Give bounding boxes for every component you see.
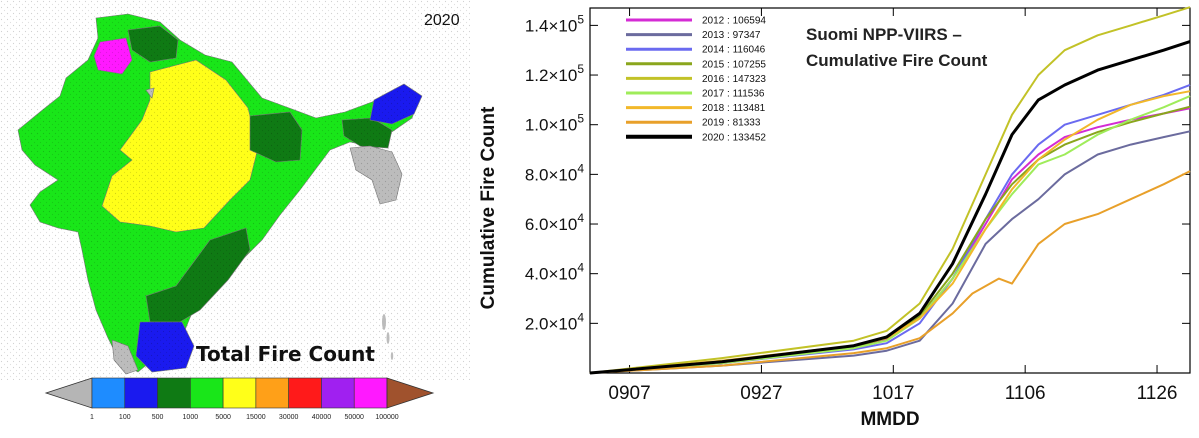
map-colorbar: 1 100 500 1000 5000 15000 30000 40000 50000 10000… <box>44 377 435 421</box>
cumulative-fire-chart: 2.0×104 4.0×104 6.0×104 8.0×104 1.0×105 1.2×1… <box>478 6 1191 430</box>
colorbar-segment <box>124 377 158 409</box>
y-axis: 2.0×104 4.0×104 6.0×104 8.0×104 1.0×105 1.2×1… <box>525 12 1190 333</box>
y-tick-label: 1.2×105 <box>525 62 584 85</box>
colorbar-tick-label: 1000 <box>183 414 199 421</box>
legend-entry-label: 2017 : 111536 <box>702 89 765 100</box>
colorbar-over-triangle <box>386 377 435 409</box>
map-region-blue-ne <box>369 83 423 125</box>
x-tick-label: 1126 <box>1137 383 1178 404</box>
series-line <box>589 170 1191 374</box>
chart-title-line-1: Suomi NPP-VIIRS – <box>806 25 962 44</box>
map-regions <box>17 13 423 375</box>
y-axis-label: Cumulative Fire Count <box>478 106 499 309</box>
series-lines <box>589 6 1191 375</box>
colorbar-tick-label: 50000 <box>344 414 364 421</box>
y-tick-label: 1.0×105 <box>525 112 584 135</box>
x-axis: 0907 0927 1017 1106 1126 <box>608 8 1177 404</box>
y-tick-label: 8.0×104 <box>525 161 584 184</box>
legend: 2012 : 106594 2013 : 97347 2014 : 116046 20… <box>626 16 766 143</box>
legend-entry-label: 2012 : 106594 <box>702 16 766 27</box>
colorbar-segment <box>288 377 322 409</box>
x-tick-label: 0927 <box>740 383 782 404</box>
colorbar-segment <box>190 377 224 409</box>
map-islands <box>382 314 394 360</box>
india-fire-map: 1 100 500 1000 5000 15000 30000 40000 50000 10000… <box>0 0 470 421</box>
plot-frame <box>589 7 1191 374</box>
series-line <box>589 40 1191 375</box>
map-region-blue-south <box>135 321 195 373</box>
legend-entry-label: 2020 : 133452 <box>702 132 766 143</box>
colorbar-tick-label: 15000 <box>246 414 266 421</box>
colorbar-tick-label: 100000 <box>375 414 398 421</box>
series-line <box>589 83 1191 374</box>
colorbar-segment <box>222 377 257 409</box>
cumulative-fire-chart-panel: 2.0×104 4.0×104 6.0×104 8.0×104 1.0×105 1.2×1… <box>470 0 1199 433</box>
x-tick-label: 1106 <box>1005 383 1046 404</box>
chart-title-line-2: Cumulative Fire Count <box>806 51 988 70</box>
series-line <box>589 6 1191 374</box>
y-tick-label: 1.4×105 <box>525 12 584 35</box>
legend-entry-label: 2019 : 81333 <box>702 118 761 129</box>
map-title: Total Fire Count <box>196 342 375 366</box>
series-line <box>589 95 1191 374</box>
colorbar-segment <box>91 377 126 409</box>
x-tick-label: 1017 <box>872 383 914 404</box>
legend-entry-label: 2018 : 113481 <box>702 103 766 114</box>
colorbar-tick-label: 40000 <box>312 414 332 421</box>
map-region-gray-ne <box>349 145 403 205</box>
x-axis-label: MMDD <box>860 409 919 430</box>
colorbar-segment <box>157 377 191 409</box>
map-year-label: 2020 <box>424 12 460 29</box>
colorbar-tick-label: 1 <box>90 414 94 421</box>
y-tick-label: 2.0×104 <box>525 310 584 333</box>
india-fire-map-panel: 1 100 500 1000 5000 15000 30000 40000 50000 10000… <box>0 0 470 433</box>
colorbar-tick-label: 5000 <box>215 414 231 421</box>
colorbar-segment <box>321 377 355 409</box>
colorbar-segment <box>255 377 289 409</box>
y-tick-label: 6.0×104 <box>525 211 584 234</box>
colorbar-segment <box>353 377 388 409</box>
legend-entry-label: 2013 : 97347 <box>702 30 761 41</box>
x-tick-label: 0907 <box>608 383 650 404</box>
y-tick-label: 4.0×104 <box>525 261 584 284</box>
colorbar-tick-label: 100 <box>119 414 131 421</box>
colorbar-under-triangle <box>44 377 93 409</box>
legend-entry-label: 2015 : 107255 <box>702 59 766 70</box>
legend-entry-label: 2014 : 116046 <box>702 45 766 56</box>
legend-entry-label: 2016 : 147323 <box>702 74 766 85</box>
colorbar-tick-label: 500 <box>152 414 164 421</box>
colorbar-tick-label: 30000 <box>279 414 299 421</box>
series-line <box>589 130 1191 374</box>
